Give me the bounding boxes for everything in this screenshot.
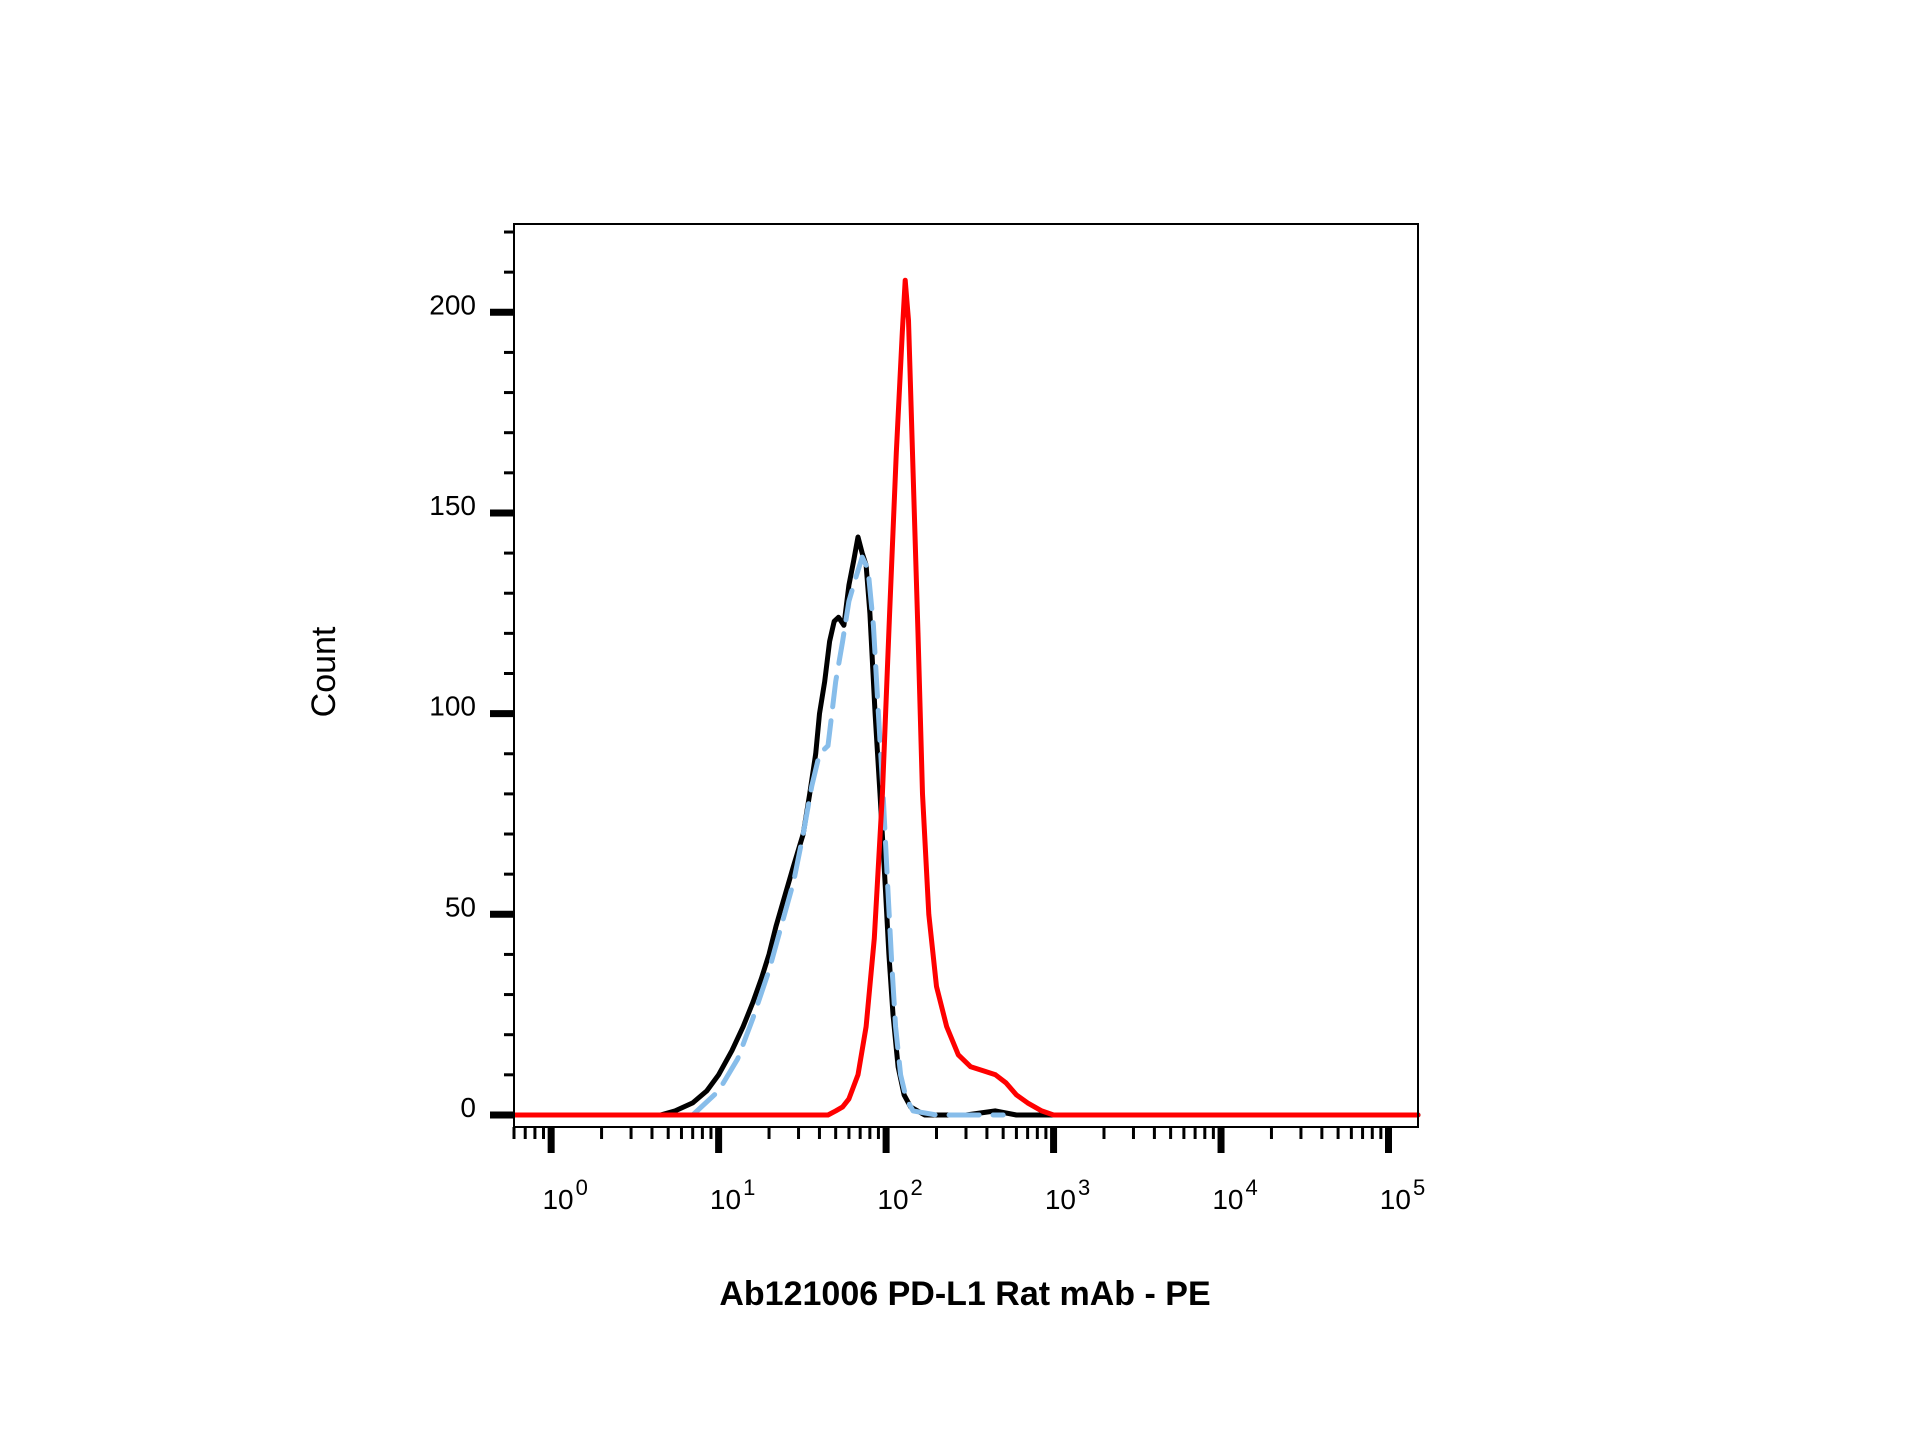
- y-tick-label: 50: [445, 891, 476, 922]
- histogram-series-3: [511, 277, 1421, 1118]
- x-tick-label-base: 10: [1045, 1184, 1076, 1215]
- x-tick-label-exponent: 2: [911, 1175, 923, 1200]
- x-tick-label-exponent: 1: [743, 1175, 755, 1200]
- y-tick-label: 200: [429, 289, 476, 320]
- x-tick-label: 104: [1212, 1175, 1257, 1215]
- plot-lines: [511, 277, 1421, 1118]
- y-tick-label: 150: [429, 490, 476, 521]
- x-axis-title: Ab121006 PD-L1 Rat mAb - PE: [719, 1275, 1210, 1313]
- x-tick-label: 102: [877, 1175, 922, 1215]
- x-tick-label-exponent: 5: [1413, 1175, 1425, 1200]
- x-tick-label-exponent: 0: [576, 1175, 588, 1200]
- histogram-series-2: [690, 554, 1006, 1118]
- y-tick-label: 0: [460, 1092, 476, 1123]
- x-tick-label-base: 10: [710, 1184, 741, 1215]
- y-axis-title: Count: [305, 626, 343, 717]
- histogram-series-1: [511, 534, 1421, 1118]
- x-tick-label-exponent: 3: [1078, 1175, 1090, 1200]
- x-axis: 100 101 102 103 104 105: [512, 1127, 1425, 1215]
- x-tick-label: 101: [710, 1175, 755, 1215]
- x-tick-label: 103: [1045, 1175, 1090, 1215]
- x-tick-label-base: 10: [877, 1184, 908, 1215]
- x-tick-label-base: 10: [1212, 1184, 1243, 1215]
- x-tick-label: 105: [1380, 1175, 1425, 1215]
- y-tick-label: 100: [429, 691, 476, 722]
- plot-frame: [513, 223, 1419, 1128]
- x-tick-label-base: 10: [1380, 1184, 1411, 1215]
- y-axis: 0 50 100 150 200: [429, 230, 514, 1123]
- x-tick-label-base: 10: [542, 1184, 573, 1215]
- x-tick-label-exponent: 4: [1245, 1175, 1257, 1200]
- x-tick-label: 100: [542, 1175, 587, 1215]
